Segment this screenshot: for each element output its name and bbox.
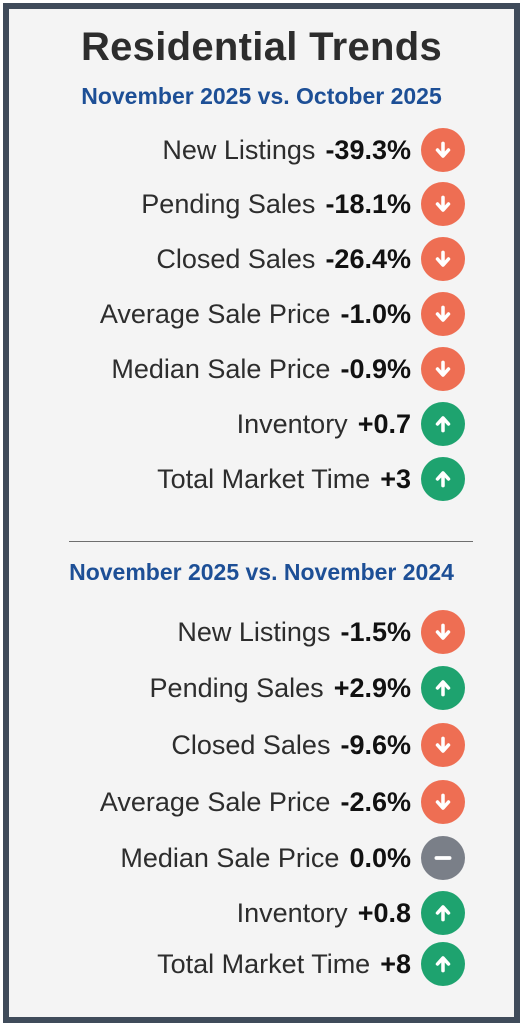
metric-row-pending-sales: Pending Sales +2.9% (9, 666, 465, 710)
metric-label: Closed Sales (156, 243, 316, 274)
metric-label: New Listings (162, 134, 316, 165)
arrow-down-icon (421, 292, 465, 336)
section-2-subtitle: November 2025 vs. November 2024 (69, 559, 454, 585)
arrow-down-icon (421, 723, 465, 767)
arrow-down-icon (421, 128, 465, 172)
residential-trends-card: Residential Trends November 2025 vs. Oct… (3, 3, 520, 1023)
arrow-up-icon (421, 942, 465, 986)
metric-label: New Listings (177, 616, 331, 647)
metric-row-total-market-time: Total Market Time +8 (9, 942, 465, 986)
minus-icon (421, 836, 465, 880)
metric-value: +0.7 (357, 408, 411, 439)
metric-value: -1.0% (340, 298, 411, 329)
metric-label: Closed Sales (171, 729, 331, 760)
section-divider (69, 541, 473, 542)
metric-value: -2.6% (340, 786, 411, 817)
arrow-down-icon (421, 237, 465, 281)
metric-row-closed-sales: Closed Sales -9.6% (9, 723, 465, 767)
metric-label: Inventory (236, 408, 348, 439)
arrow-down-icon (421, 610, 465, 654)
metric-label: Total Market Time (157, 948, 371, 979)
metric-value: -0.9% (340, 353, 411, 384)
metric-row-average-sale-price: Average Sale Price -2.6% (9, 780, 465, 824)
metric-value: +2.9% (333, 672, 411, 703)
arrow-down-icon (421, 780, 465, 824)
arrow-up-icon (421, 891, 465, 935)
metric-value: +8 (380, 948, 411, 979)
metric-row-median-sale-price: Median Sale Price -0.9% (9, 347, 465, 391)
metric-label: Total Market Time (157, 463, 371, 494)
arrow-up-icon (421, 457, 465, 501)
metric-row-inventory: Inventory +0.8 (9, 891, 465, 935)
arrow-up-icon (421, 666, 465, 710)
metric-label: Median Sale Price (120, 842, 340, 873)
arrow-up-icon (421, 402, 465, 446)
metric-row-total-market-time: Total Market Time +3 (9, 457, 465, 501)
metric-row-new-listings: New Listings -1.5% (9, 610, 465, 654)
metric-value: +3 (380, 463, 411, 494)
metric-row-average-sale-price: Average Sale Price -1.0% (9, 292, 465, 336)
metric-value: -18.1% (325, 188, 411, 219)
metric-value: -1.5% (340, 616, 411, 647)
metric-row-inventory: Inventory +0.7 (9, 402, 465, 446)
section-1-subtitle: November 2025 vs. October 2025 (81, 83, 442, 109)
metric-value: -26.4% (325, 243, 411, 274)
metric-label: Average Sale Price (99, 298, 331, 329)
metric-value: +0.8 (357, 897, 411, 928)
metric-label: Pending Sales (149, 672, 324, 703)
arrow-down-icon (421, 182, 465, 226)
metric-label: Median Sale Price (111, 353, 331, 384)
metric-value: 0.0% (349, 842, 411, 873)
metric-value: -39.3% (325, 134, 411, 165)
metric-label: Inventory (236, 897, 348, 928)
page-title: Residential Trends (80, 25, 443, 69)
metric-label: Average Sale Price (99, 786, 331, 817)
metric-row-median-sale-price: Median Sale Price 0.0% (9, 836, 465, 880)
metric-row-closed-sales: Closed Sales -26.4% (9, 237, 465, 281)
metric-value: -9.6% (340, 729, 411, 760)
metric-label: Pending Sales (141, 188, 316, 219)
arrow-down-icon (421, 347, 465, 391)
metric-row-new-listings: New Listings -39.3% (9, 128, 465, 172)
metric-row-pending-sales: Pending Sales -18.1% (9, 182, 465, 226)
